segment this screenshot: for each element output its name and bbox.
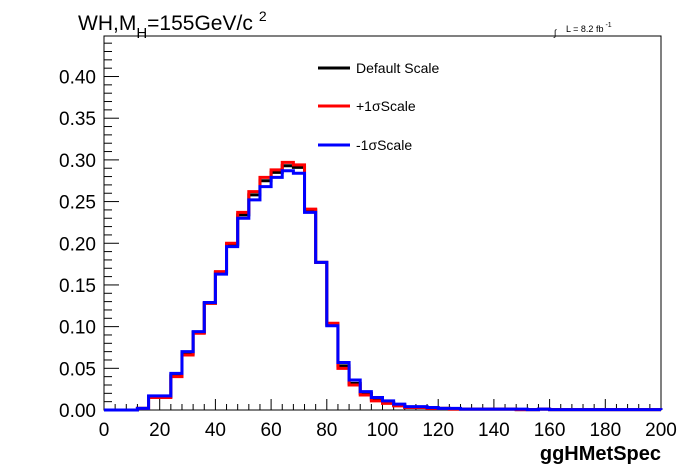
- legend-entry-default: Default Scale: [318, 60, 439, 76]
- x-tick-label: 200: [645, 420, 677, 441]
- x-tick-label: 20: [149, 420, 170, 441]
- x-tick-label: 0: [99, 420, 110, 441]
- series-line-1: [104, 160, 663, 412]
- chart-title: WH,MH=155GeV/c 2: [78, 8, 267, 42]
- x-tick-label: 100: [367, 420, 399, 441]
- series-line-2: [104, 169, 663, 412]
- x-axis-label: ggHMetSpec: [540, 443, 661, 465]
- legend-entry-minus1sigma: -1σScale: [318, 137, 412, 153]
- y-tick-label: 0.10: [59, 318, 96, 339]
- luminosity-label: ∫ L = 8.2 fb -1: [553, 22, 612, 38]
- legend-entry-plus1sigma: +1σScale: [318, 98, 416, 114]
- series-layer: [104, 160, 663, 412]
- y-tick-label: 0.05: [59, 359, 96, 380]
- title-subscript: H: [136, 25, 147, 42]
- axes: 0 20 40 60 80 100 120 140 160 180 200 0.00 0.05 0.10 0…: [59, 42, 677, 441]
- legend: Default Scale +1σScale -1σScale: [318, 60, 439, 153]
- legend-label-default: Default Scale: [356, 60, 439, 76]
- luminosity-text: L = 8.2 fb: [566, 24, 603, 34]
- y-tick-label: 0.20: [59, 234, 96, 255]
- x-tick-label: 160: [534, 420, 566, 441]
- integral-symbol: ∫: [553, 28, 558, 38]
- y-tick-label: 0.00: [59, 401, 96, 422]
- y-tick-label: 0.35: [59, 109, 96, 130]
- x-tick-label: 180: [589, 420, 621, 441]
- title-rest: =155GeV/c: [147, 12, 253, 35]
- svg-text:L = 8.2 fb-1: L = 8.2 fb -1: [566, 22, 612, 34]
- title-main: WH,M: [78, 12, 136, 35]
- y-tick-label: 0.15: [59, 276, 96, 297]
- series-line-0: [104, 164, 663, 412]
- legend-label-plus1sigma: +1σScale: [356, 98, 416, 114]
- y-tick-label: 0.25: [59, 193, 96, 214]
- x-tick-label: 40: [205, 420, 226, 441]
- y-tick-label: 0.30: [59, 151, 96, 172]
- x-tick-label: 120: [422, 420, 454, 441]
- x-tick-label: 80: [316, 420, 337, 441]
- x-tick-label: 140: [478, 420, 510, 441]
- luminosity-superscript: -1: [605, 22, 611, 29]
- title-superscript: 2: [259, 8, 267, 24]
- legend-label-minus1sigma: -1σScale: [356, 137, 412, 153]
- y-tick-label: 0.40: [59, 68, 96, 89]
- x-tick-label: 60: [261, 420, 282, 441]
